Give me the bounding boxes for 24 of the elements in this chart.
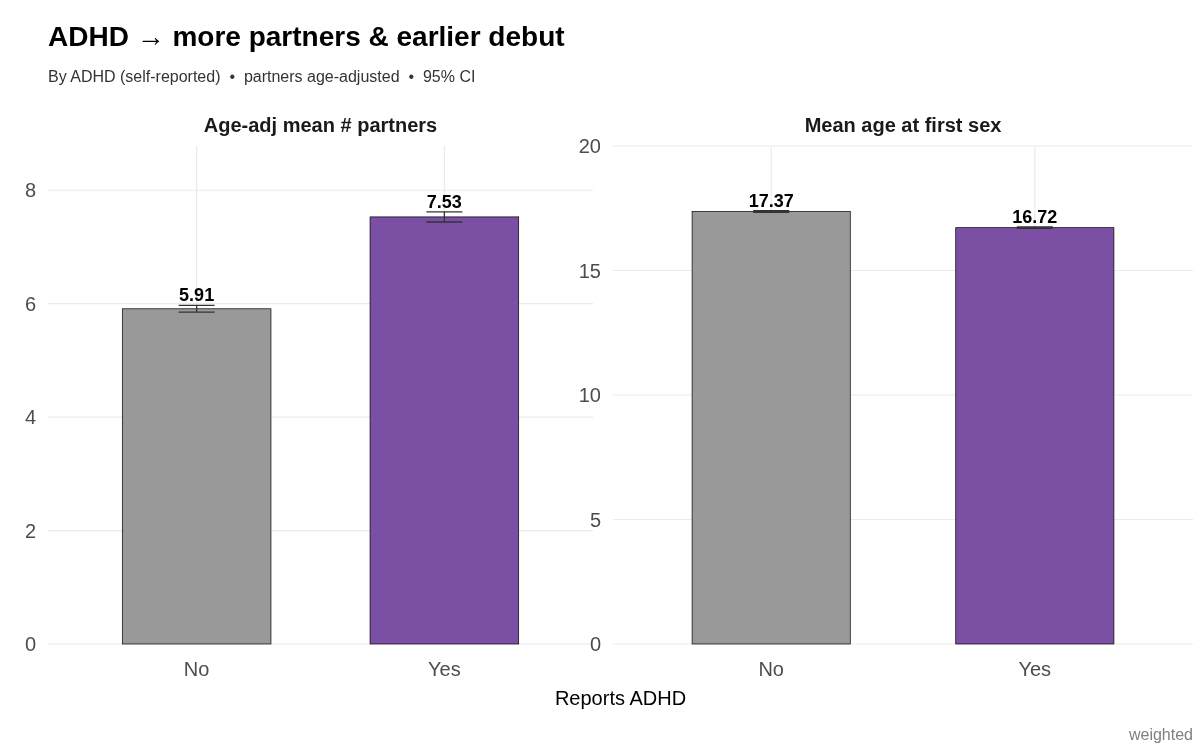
y-tick-label: 0 — [24, 633, 36, 655]
data-label: 17.37 — [748, 190, 794, 211]
y-tick-label: 4 — [24, 406, 36, 429]
data-label: 7.53 — [426, 191, 462, 212]
text: By ADHD (self-reported) • partners age-adjusted • 95% CI — [48, 68, 476, 85]
y-tick-label: 2 — [24, 519, 36, 542]
y-tick-label: 20 — [578, 135, 601, 157]
chart-title: Mean age at first sex — [804, 114, 1002, 136]
x-tick-label: Yes — [428, 658, 461, 680]
y-tick-label: 8 — [24, 179, 36, 202]
y-tick-label: 6 — [24, 292, 36, 315]
text: ADHD → more partners & earlier debut — [48, 21, 565, 52]
y-tick-label: 10 — [578, 384, 601, 406]
y-tick-label: 15 — [578, 259, 601, 282]
x-tick-label: No — [758, 658, 784, 680]
data-label: 5.91 — [179, 285, 215, 306]
y-tick-label: 5 — [589, 508, 601, 531]
y-tick-label: 0 — [589, 633, 601, 655]
x-axis-title: Reports ADHD — [554, 687, 687, 709]
x-tick-label: No — [183, 658, 210, 680]
text: weighted — [1127, 726, 1193, 743]
chart-title: Age-adj mean # partners — [203, 114, 438, 136]
x-tick-label: Yes — [1018, 658, 1052, 680]
data-label: 16.72 — [1012, 206, 1058, 227]
